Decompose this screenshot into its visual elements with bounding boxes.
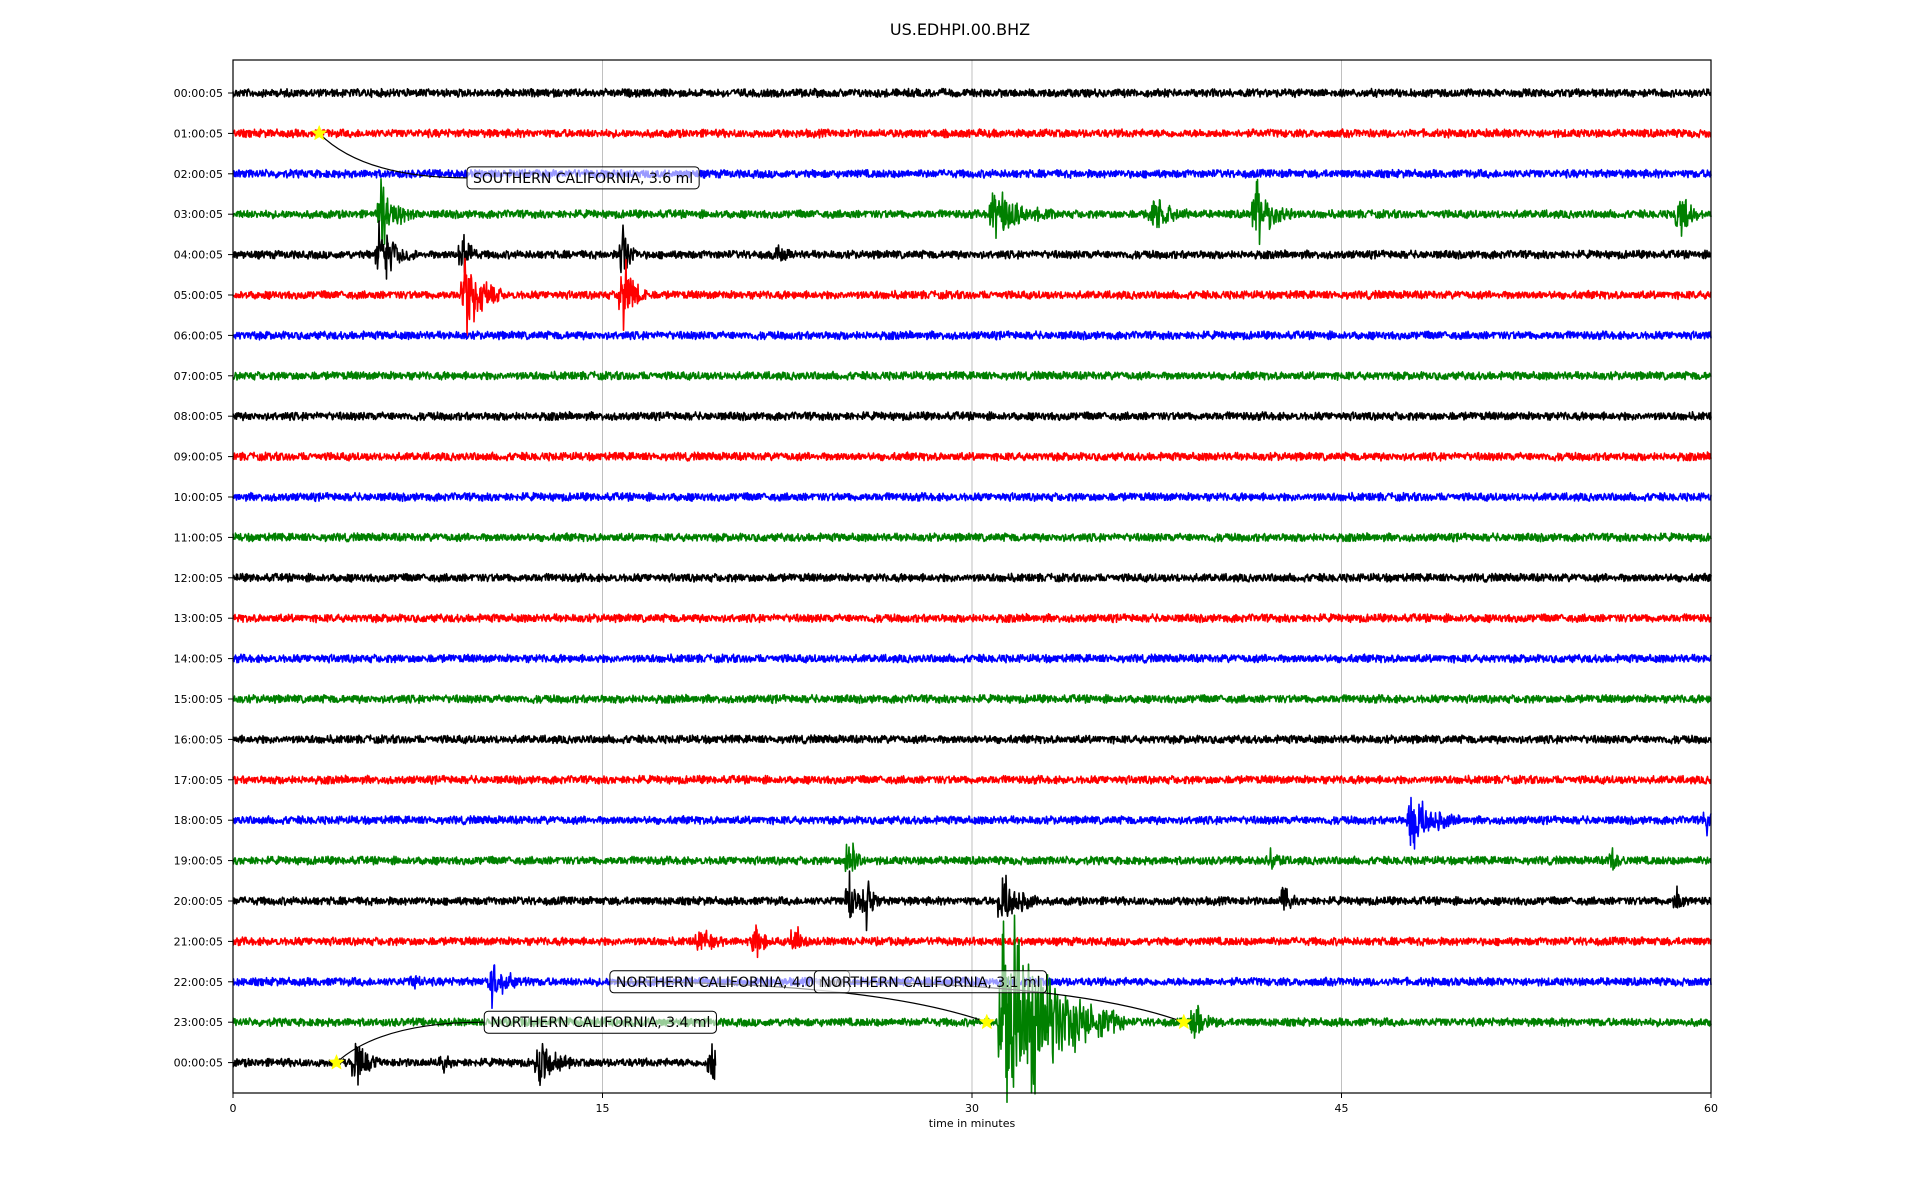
trace-row-16 xyxy=(232,734,1712,745)
x-axis-label: time in minutes xyxy=(929,1117,1016,1130)
annotation-label: NORTHERN CALIFORNIA, 4.0 mw xyxy=(616,975,844,991)
x-tick-label: 30 xyxy=(965,1102,979,1115)
trace-row-10 xyxy=(232,491,1712,503)
y-tick-label: 20:00:05 xyxy=(174,895,223,908)
y-tick-label: 09:00:05 xyxy=(174,451,223,464)
y-tick-label: 13:00:05 xyxy=(174,612,223,625)
y-tick-label: 07:00:05 xyxy=(174,370,223,383)
trace-row-18 xyxy=(232,796,1712,850)
annotation-label: NORTHERN CALIFORNIA, 3.1 ml xyxy=(820,975,1040,991)
trace-row-13 xyxy=(232,612,1712,624)
y-tick-label: 10:00:05 xyxy=(174,491,223,504)
trace-row-8 xyxy=(232,410,1712,422)
annotation-label: NORTHERN CALIFORNIA, 3.4 ml xyxy=(490,1015,710,1031)
trace-row-11 xyxy=(232,532,1712,543)
trace-row-4 xyxy=(232,220,1712,280)
trace-row-3 xyxy=(232,178,1712,251)
chart-title: US.EDHPI.00.BHZ xyxy=(889,20,1031,39)
trace-row-21 xyxy=(232,924,1712,959)
y-tick-label: 19:00:05 xyxy=(174,855,223,868)
y-tick-label: 00:00:05 xyxy=(174,1057,223,1070)
trace-row-12 xyxy=(232,572,1712,583)
event-star-marker xyxy=(1175,1013,1193,1030)
event-star-marker xyxy=(328,1053,345,1070)
y-tick-label: 12:00:05 xyxy=(174,572,223,585)
trace-row-17 xyxy=(232,774,1712,785)
trace-row-20 xyxy=(232,870,1712,932)
trace-row-7 xyxy=(232,370,1712,381)
y-tick-label: 11:00:05 xyxy=(174,531,223,544)
y-tick-label: 02:00:05 xyxy=(174,168,223,181)
y-tick-label: 23:00:05 xyxy=(174,1016,223,1029)
trace-row-1 xyxy=(232,128,1712,139)
x-tick-label: 60 xyxy=(1704,1102,1718,1115)
annotation-box xyxy=(813,970,1048,994)
y-tick-label: 18:00:05 xyxy=(174,814,223,827)
y-tick-label: 08:00:05 xyxy=(174,410,223,423)
y-tick-label: 15:00:05 xyxy=(174,693,223,706)
y-tick-label: 22:00:05 xyxy=(174,976,223,989)
annotation-connector xyxy=(318,132,468,179)
axes: 00:00:05 01:00:05 02:00:05 03:00:05 04:00:05… xyxy=(174,59,1718,1130)
annotation-label: SOUTHERN CALIFORNIA, 3.6 ml xyxy=(473,171,693,187)
y-tick-label: 00:00:05 xyxy=(174,87,223,100)
event-star-marker xyxy=(310,124,328,141)
trace-row-24 xyxy=(232,1042,717,1087)
annotation-connector xyxy=(336,1021,485,1064)
y-tick-label: 01:00:05 xyxy=(174,127,223,140)
y-tick-label: 06:00:05 xyxy=(174,329,223,342)
y-tick-label: 16:00:05 xyxy=(174,733,223,746)
y-tick-label: 03:00:05 xyxy=(174,208,223,221)
trace-row-9 xyxy=(232,451,1712,462)
y-tick-label: 04:00:05 xyxy=(174,249,223,262)
annotations: SOUTHERN CALIFORNIA, 3.6 ml NORTHERN CALI… xyxy=(310,124,1193,1070)
annotation-box xyxy=(483,1010,717,1034)
event-star-marker xyxy=(978,1013,996,1030)
trace-row-6 xyxy=(232,330,1712,341)
trace-row-23 xyxy=(232,914,1712,1103)
trace-row-14 xyxy=(232,653,1712,664)
y-tick-label: 17:00:05 xyxy=(174,774,223,787)
trace-row-5 xyxy=(232,257,1712,338)
x-tick-label: 45 xyxy=(1335,1102,1349,1115)
y-tick-label: 21:00:05 xyxy=(174,935,223,948)
x-tick-label: 15 xyxy=(596,1102,610,1115)
trace-row-19 xyxy=(232,842,1712,873)
y-tick-label: 14:00:05 xyxy=(174,653,223,666)
traces xyxy=(232,87,1712,1103)
trace-row-0 xyxy=(232,87,1712,99)
annotation-box xyxy=(466,166,700,190)
x-tick-label: 0 xyxy=(230,1102,237,1115)
y-tick-label: 05:00:05 xyxy=(174,289,223,302)
trace-row-15 xyxy=(232,693,1712,705)
